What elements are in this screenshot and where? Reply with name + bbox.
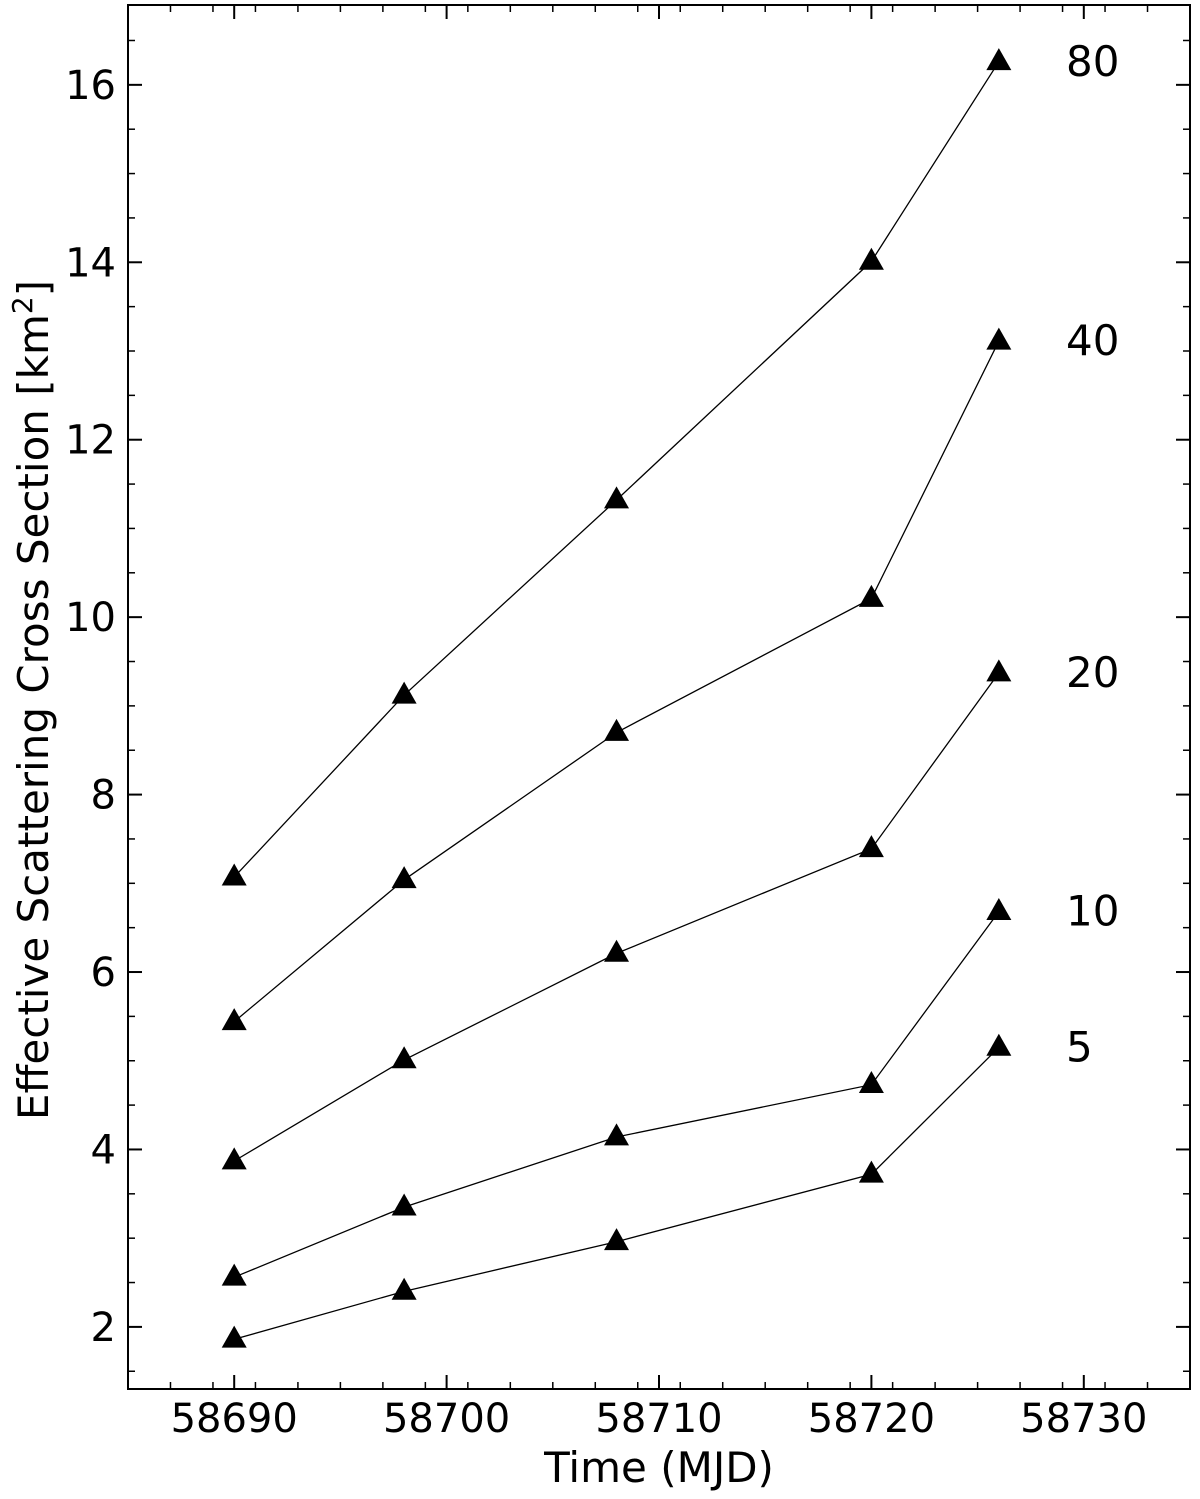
series-label-10: 10 <box>1066 887 1119 936</box>
x-tick-label: 58690 <box>171 1396 298 1442</box>
x-tick-label: 58730 <box>1020 1396 1147 1442</box>
x-tick-label: 58720 <box>808 1396 935 1442</box>
series-line-10 <box>233 911 1000 1278</box>
data-point-80 <box>986 48 1012 71</box>
x-tick-label: 58710 <box>595 1396 722 1442</box>
data-point-20 <box>221 1147 247 1170</box>
series-line-40 <box>233 340 1000 1023</box>
data-point-20 <box>391 1046 417 1069</box>
series-line-5 <box>234 1046 1000 1340</box>
series-label-80: 80 <box>1066 37 1119 86</box>
series-markers <box>221 48 1012 1348</box>
y-tick-label: 10 <box>65 595 116 641</box>
data-point-80 <box>221 863 247 886</box>
x-axis-ticks: 58690 58700 58710 58720 58730 <box>169 5 1149 1442</box>
data-point-80 <box>604 486 630 509</box>
data-point-80 <box>858 247 884 270</box>
data-point-80 <box>391 681 417 704</box>
data-point-40 <box>604 718 630 741</box>
series-label-40: 40 <box>1066 316 1119 365</box>
series-label-5: 5 <box>1066 1022 1093 1071</box>
data-point-10 <box>604 1123 630 1146</box>
series-lines <box>233 61 1000 1340</box>
y-tick-label: 2 <box>91 1305 116 1351</box>
plot-frame <box>127 4 1191 1390</box>
data-point-40 <box>221 1008 247 1031</box>
data-point-10 <box>391 1193 417 1216</box>
x-tick-label: 58700 <box>383 1396 510 1442</box>
series-line-20 <box>233 672 1000 1162</box>
data-point-5 <box>604 1228 630 1251</box>
y-axis-label: Effective Scattering Cross Section [km2] <box>6 280 58 1120</box>
data-point-40 <box>858 584 884 607</box>
series-line-80 <box>233 61 1000 878</box>
data-point-20 <box>858 835 884 858</box>
series-label-20: 20 <box>1066 648 1119 697</box>
y-tick-label: 12 <box>65 418 116 464</box>
data-point-5 <box>986 1033 1012 1056</box>
data-point-5 <box>391 1277 417 1300</box>
y-tick-label: 6 <box>91 950 116 996</box>
data-point-10 <box>986 898 1012 921</box>
y-axis-label-superscript: 2 <box>6 296 39 314</box>
x-axis-label: Time (MJD) <box>543 1443 774 1492</box>
data-point-20 <box>986 659 1012 682</box>
y-tick-label: 14 <box>65 240 116 286</box>
y-tick-label: 4 <box>91 1127 116 1173</box>
y-axis-ticks: 2 4 6 8 10 12 14 16 <box>65 39 1190 1373</box>
data-point-5 <box>858 1160 884 1183</box>
data-point-10 <box>221 1263 247 1286</box>
data-point-20 <box>604 939 630 962</box>
data-point-5 <box>221 1325 247 1348</box>
series-labels: 80 40 20 10 5 <box>1066 37 1119 1072</box>
y-tick-label: 8 <box>91 773 116 819</box>
data-point-40 <box>391 866 417 889</box>
data-point-40 <box>986 327 1012 350</box>
y-tick-label: 16 <box>65 63 116 109</box>
data-point-10 <box>858 1071 884 1094</box>
